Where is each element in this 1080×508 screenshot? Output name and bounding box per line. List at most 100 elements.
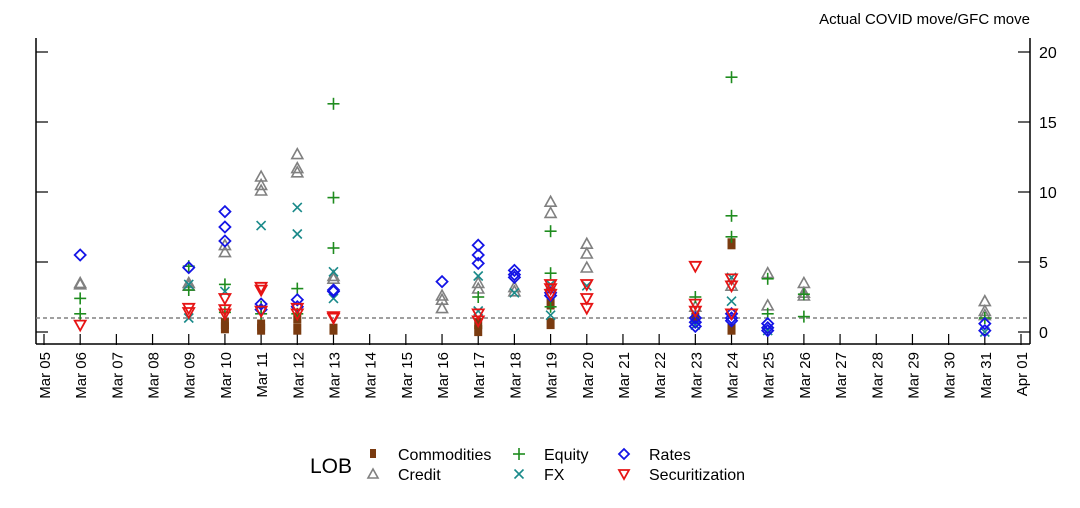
point-equity <box>74 307 87 320</box>
point-equity <box>797 310 810 323</box>
point-equity <box>544 267 557 280</box>
point-commodities <box>329 323 338 335</box>
point-credit <box>579 260 594 273</box>
point-rates <box>218 220 232 234</box>
x-tick-label: Mar 13 <box>326 352 343 399</box>
x-tick-label: Mar 14 <box>363 352 380 399</box>
y-tick-label: 0 <box>1039 325 1048 342</box>
point-credit <box>435 301 449 314</box>
y-tick-label: 20 <box>1039 45 1057 62</box>
x-tick-label: Apr 01 <box>1014 352 1031 396</box>
point-equity <box>472 291 485 303</box>
x-tick-label: Mar 21 <box>616 352 633 399</box>
x-tick-label: Mar 24 <box>725 352 742 399</box>
point-securitization <box>543 283 558 296</box>
point-fx <box>328 293 339 304</box>
point-credit <box>507 280 522 293</box>
point-credit <box>254 177 268 191</box>
point-securitization <box>579 293 594 306</box>
x-tick-label: Mar 26 <box>797 352 814 399</box>
point-rates <box>507 263 522 278</box>
point-fx <box>328 266 339 277</box>
x-tick-label: Mar 28 <box>869 352 886 399</box>
point-rates <box>326 283 341 297</box>
point-commodities <box>474 325 483 337</box>
series-securitization <box>73 260 739 333</box>
point-securitization <box>471 308 486 322</box>
x-tick-label: Mar 18 <box>507 352 524 399</box>
point-securitization <box>471 315 486 329</box>
point-rates <box>471 248 485 262</box>
point-rates <box>471 256 485 271</box>
point-rates <box>218 204 232 219</box>
point-securitization <box>688 305 703 319</box>
point-equity <box>761 272 774 285</box>
point-credit <box>254 169 268 182</box>
x-tick-label: Mar 12 <box>290 352 307 399</box>
point-securitization <box>254 305 269 319</box>
point-fx <box>183 279 194 290</box>
legend-label-credit: Credit <box>398 467 441 484</box>
point-credit <box>290 147 305 160</box>
point-equity <box>544 225 557 238</box>
point-fx <box>256 220 267 231</box>
data-points <box>73 71 992 338</box>
point-rates <box>290 293 305 307</box>
legend-marker-commodities <box>370 449 376 458</box>
point-securitization <box>543 279 558 292</box>
x-tick-label: Mar 19 <box>544 352 561 399</box>
y-tick-label: 15 <box>1039 115 1057 132</box>
point-equity <box>725 71 738 84</box>
x-tick-label: Mar 23 <box>688 352 705 399</box>
point-securitization <box>217 308 232 322</box>
point-rates <box>73 248 87 262</box>
legend-label-securitization: Securitization <box>649 467 745 484</box>
point-securitization <box>290 302 305 316</box>
point-rates <box>181 260 196 275</box>
point-equity <box>291 282 304 295</box>
x-tick-label: Mar 08 <box>146 352 163 399</box>
x-tick-label: Mar 30 <box>942 352 959 399</box>
x-tick-label: Mar 25 <box>761 352 778 399</box>
legend-label-rates: Rates <box>649 447 691 464</box>
point-credit <box>579 236 594 249</box>
point-equity <box>725 230 738 243</box>
x-tick-label: Mar 09 <box>182 352 199 399</box>
point-securitization <box>579 279 594 292</box>
point-equity <box>74 292 87 305</box>
point-securitization <box>724 308 739 322</box>
y-tick-label: 10 <box>1039 185 1057 202</box>
point-equity <box>689 291 702 303</box>
series-equity <box>74 71 991 324</box>
point-credit <box>73 275 88 289</box>
series-rates <box>73 204 992 338</box>
point-securitization <box>254 281 269 295</box>
series-credit <box>73 147 992 321</box>
point-securitization <box>73 319 88 333</box>
point-commodities <box>220 318 229 330</box>
x-tick-label: Mar 15 <box>399 352 416 399</box>
x-tick-label: Mar 07 <box>109 352 126 399</box>
legend-label-equity: Equity <box>544 447 588 464</box>
x-tick-label: Mar 06 <box>73 352 90 399</box>
x-tick-label: Mar 22 <box>652 352 669 399</box>
point-credit <box>218 245 232 258</box>
point-securitization <box>688 260 703 274</box>
x-tick-label: Mar 05 <box>37 352 54 399</box>
point-credit <box>797 275 811 289</box>
point-rates <box>218 234 232 248</box>
legend-title: LOB <box>310 455 352 478</box>
x-tick-label: Mar 20 <box>580 352 597 399</box>
point-fx <box>473 270 484 282</box>
point-securitization <box>254 284 269 298</box>
legend-marker-equity <box>513 448 525 460</box>
point-fx <box>545 310 556 321</box>
point-rates <box>688 311 703 325</box>
legend-marker-securitization <box>617 469 631 481</box>
point-commodities <box>474 318 483 330</box>
x-tick-label: Mar 27 <box>833 352 850 399</box>
point-securitization <box>724 273 739 287</box>
legend-label-fx: FX <box>544 467 565 484</box>
point-rates <box>978 316 992 331</box>
point-commodities <box>257 319 266 331</box>
